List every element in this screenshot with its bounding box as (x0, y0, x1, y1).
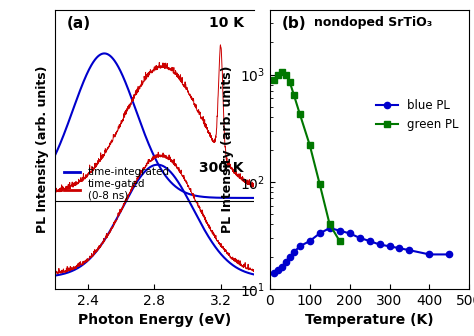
blue PL (327, 226, 333, 230)
blue PL (275, 268, 281, 272)
time-gated
(0-8 ns) (65, 269, 71, 274)
time-integrated (186, 199, 192, 203)
green PL (271, 78, 277, 82)
blue PL (407, 248, 412, 252)
blue PL (387, 244, 392, 248)
green PL (287, 80, 292, 84)
green PL (327, 222, 333, 226)
time-gated
(0-8 ns) (155, 150, 161, 154)
blue PL (397, 246, 402, 250)
time-gated
(0-8 ns) (186, 187, 192, 191)
green PL (317, 182, 322, 186)
Line: green PL: green PL (270, 69, 343, 245)
time-gated
(0-8 ns) (206, 225, 211, 229)
blue PL (367, 239, 373, 243)
time-integrated (155, 163, 160, 167)
blue PL (357, 236, 363, 240)
time-integrated (210, 240, 215, 244)
Line: time-integrated: time-integrated (46, 165, 254, 277)
Y-axis label: PL Intensity (arb. units): PL Intensity (arb. units) (36, 66, 49, 233)
green PL (291, 93, 297, 97)
time-gated
(0-8 ns) (128, 190, 133, 194)
green PL (283, 73, 289, 77)
time-gated
(0-8 ns) (251, 268, 257, 272)
blue PL (317, 232, 322, 236)
blue PL (287, 255, 292, 259)
blue PL (337, 228, 343, 233)
Text: (b): (b) (282, 16, 307, 31)
blue PL (283, 260, 289, 264)
green PL (297, 112, 302, 116)
Legend: blue PL, green PL: blue PL, green PL (372, 94, 464, 135)
time-gated
(0-8 ns) (135, 175, 141, 179)
blue PL (377, 243, 383, 247)
Line: time-gated
(0-8 ns): time-gated (0-8 ns) (46, 152, 254, 275)
blue PL (297, 244, 302, 248)
X-axis label: Photon Energy (eV): Photon Energy (eV) (78, 313, 231, 327)
time-integrated (128, 191, 133, 195)
time-integrated (251, 272, 257, 277)
green PL (307, 143, 312, 147)
blue PL (291, 250, 297, 254)
X-axis label: Temperature (K): Temperature (K) (305, 313, 434, 327)
Legend: time-integrated, time-gated
(0-8 ns): time-integrated, time-gated (0-8 ns) (60, 163, 174, 205)
Text: 300 K: 300 K (200, 161, 244, 175)
time-integrated (64, 271, 70, 275)
blue PL (347, 232, 353, 236)
blue PL (447, 252, 452, 256)
time-gated
(0-8 ns) (44, 273, 49, 277)
time-integrated (135, 179, 140, 183)
blue PL (271, 271, 277, 275)
Text: 10 K: 10 K (209, 16, 244, 30)
Y-axis label: PL Intensity (arb. units): PL Intensity (arb. units) (221, 66, 234, 233)
green PL (275, 73, 281, 77)
time-integrated (43, 275, 49, 279)
green PL (279, 70, 285, 74)
Text: nondoped SrTiO₃: nondoped SrTiO₃ (314, 16, 432, 29)
time-gated
(0-8 ns) (210, 232, 215, 236)
blue PL (307, 239, 312, 243)
green PL (337, 239, 343, 243)
blue PL (427, 252, 432, 256)
time-gated
(0-8 ns) (43, 270, 49, 275)
blue PL (279, 265, 285, 269)
Line: blue PL: blue PL (271, 225, 453, 277)
Text: (a): (a) (66, 16, 91, 31)
time-integrated (206, 235, 211, 239)
